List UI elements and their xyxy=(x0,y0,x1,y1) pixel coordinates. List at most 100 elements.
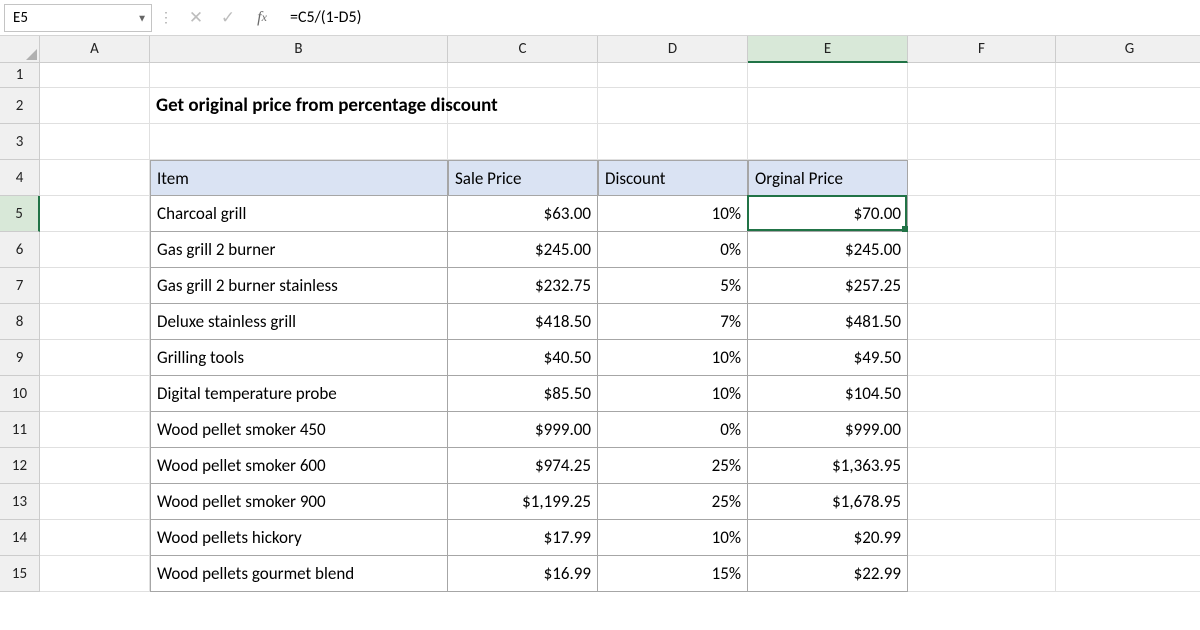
cell-E3[interactable] xyxy=(748,124,908,160)
column-header-C[interactable]: C xyxy=(448,36,598,63)
cell-G10[interactable] xyxy=(1056,376,1200,412)
cell-C11[interactable]: $999.00 xyxy=(448,412,598,448)
row-header-4[interactable]: 4 xyxy=(0,160,40,196)
cell-G2[interactable] xyxy=(1056,88,1200,124)
cell-G13[interactable] xyxy=(1056,484,1200,520)
cell-F3[interactable] xyxy=(908,124,1056,160)
cell-D12[interactable]: 25% xyxy=(598,448,748,484)
row-header-10[interactable]: 10 xyxy=(0,376,40,412)
cell-F2[interactable] xyxy=(908,88,1056,124)
cell-F5[interactable] xyxy=(908,196,1056,232)
cell-A8[interactable] xyxy=(40,304,150,340)
cell-G5[interactable] xyxy=(1056,196,1200,232)
cell-G14[interactable] xyxy=(1056,520,1200,556)
cell-D13[interactable]: 25% xyxy=(598,484,748,520)
row-header-8[interactable]: 8 xyxy=(0,304,40,340)
cancel-icon[interactable]: ✕ xyxy=(180,8,212,28)
cell-D6[interactable]: 0% xyxy=(598,232,748,268)
cell-B3[interactable] xyxy=(150,124,448,160)
cell-A14[interactable] xyxy=(40,520,150,556)
cell-G3[interactable] xyxy=(1056,124,1200,160)
cell-B7[interactable]: Gas grill 2 burner stainless xyxy=(150,268,448,304)
row-header-7[interactable]: 7 xyxy=(0,268,40,304)
row-header-3[interactable]: 3 xyxy=(0,124,40,160)
cell-D10[interactable]: 10% xyxy=(598,376,748,412)
cell-G7[interactable] xyxy=(1056,268,1200,304)
row-header-11[interactable]: 11 xyxy=(0,412,40,448)
cell-F7[interactable] xyxy=(908,268,1056,304)
cell-A1[interactable] xyxy=(40,63,150,88)
cell-B1[interactable] xyxy=(150,63,448,88)
cell-F10[interactable] xyxy=(908,376,1056,412)
cell-C15[interactable]: $16.99 xyxy=(448,556,598,592)
cell-C7[interactable]: $232.75 xyxy=(448,268,598,304)
cell-A3[interactable] xyxy=(40,124,150,160)
cell-E10[interactable]: $104.50 xyxy=(748,376,908,412)
cell-B15[interactable]: Wood pellets gourmet blend xyxy=(150,556,448,592)
cell-D14[interactable]: 10% xyxy=(598,520,748,556)
cell-E15[interactable]: $22.99 xyxy=(748,556,908,592)
cell-D4[interactable]: Discount xyxy=(598,160,748,196)
fx-icon[interactable]: fx xyxy=(244,9,280,27)
row-header-14[interactable]: 14 xyxy=(0,520,40,556)
cell-C1[interactable] xyxy=(448,63,598,88)
row-header-6[interactable]: 6 xyxy=(0,232,40,268)
cell-B4[interactable]: Item xyxy=(150,160,448,196)
cell-E14[interactable]: $20.99 xyxy=(748,520,908,556)
cell-C9[interactable]: $40.50 xyxy=(448,340,598,376)
cell-D8[interactable]: 7% xyxy=(598,304,748,340)
cell-C10[interactable]: $85.50 xyxy=(448,376,598,412)
cell-A4[interactable] xyxy=(40,160,150,196)
cell-E11[interactable]: $999.00 xyxy=(748,412,908,448)
cell-G15[interactable] xyxy=(1056,556,1200,592)
cell-C14[interactable]: $17.99 xyxy=(448,520,598,556)
row-header-15[interactable]: 15 xyxy=(0,556,40,592)
row-header-12[interactable]: 12 xyxy=(0,448,40,484)
cell-E6[interactable]: $245.00 xyxy=(748,232,908,268)
cell-F11[interactable] xyxy=(908,412,1056,448)
cell-A11[interactable] xyxy=(40,412,150,448)
column-header-G[interactable]: G xyxy=(1056,36,1200,63)
cell-C5[interactable]: $63.00 xyxy=(448,196,598,232)
cell-D3[interactable] xyxy=(598,124,748,160)
cell-F12[interactable] xyxy=(908,448,1056,484)
chevron-down-icon[interactable]: ▼ xyxy=(137,11,147,24)
cell-G1[interactable] xyxy=(1056,63,1200,88)
cell-E5[interactable]: $70.00 xyxy=(748,196,908,232)
cell-D5[interactable]: 10% xyxy=(598,196,748,232)
cell-F13[interactable] xyxy=(908,484,1056,520)
cell-G12[interactable] xyxy=(1056,448,1200,484)
cell-A10[interactable] xyxy=(40,376,150,412)
confirm-icon[interactable]: ✓ xyxy=(212,8,244,28)
cell-G4[interactable] xyxy=(1056,160,1200,196)
row-header-9[interactable]: 9 xyxy=(0,340,40,376)
cell-A12[interactable] xyxy=(40,448,150,484)
cell-E12[interactable]: $1,363.95 xyxy=(748,448,908,484)
cell-D15[interactable]: 15% xyxy=(598,556,748,592)
column-header-F[interactable]: F xyxy=(908,36,1056,63)
cell-G8[interactable] xyxy=(1056,304,1200,340)
cell-B12[interactable]: Wood pellet smoker 600 xyxy=(150,448,448,484)
row-header-13[interactable]: 13 xyxy=(0,484,40,520)
column-header-A[interactable]: A xyxy=(40,36,150,63)
cell-B14[interactable]: Wood pellets hickory xyxy=(150,520,448,556)
cell-F1[interactable] xyxy=(908,63,1056,88)
cell-D2[interactable] xyxy=(598,88,748,124)
formula-input[interactable]: =C5/(1-D5) xyxy=(280,8,1200,27)
column-header-E[interactable]: E xyxy=(748,36,908,63)
cell-C6[interactable]: $245.00 xyxy=(448,232,598,268)
name-box[interactable]: E5 ▼ xyxy=(4,4,152,32)
cell-A6[interactable] xyxy=(40,232,150,268)
cell-B2[interactable]: Get original price from percentage disco… xyxy=(150,88,448,124)
cell-E13[interactable]: $1,678.95 xyxy=(748,484,908,520)
cell-F9[interactable] xyxy=(908,340,1056,376)
cell-B10[interactable]: Digital temperature probe xyxy=(150,376,448,412)
cell-B11[interactable]: Wood pellet smoker 450 xyxy=(150,412,448,448)
cell-A2[interactable] xyxy=(40,88,150,124)
cell-A5[interactable] xyxy=(40,196,150,232)
cell-A13[interactable] xyxy=(40,484,150,520)
cell-E1[interactable] xyxy=(748,63,908,88)
cell-F6[interactable] xyxy=(908,232,1056,268)
cell-B5[interactable]: Charcoal grill xyxy=(150,196,448,232)
cell-E8[interactable]: $481.50 xyxy=(748,304,908,340)
